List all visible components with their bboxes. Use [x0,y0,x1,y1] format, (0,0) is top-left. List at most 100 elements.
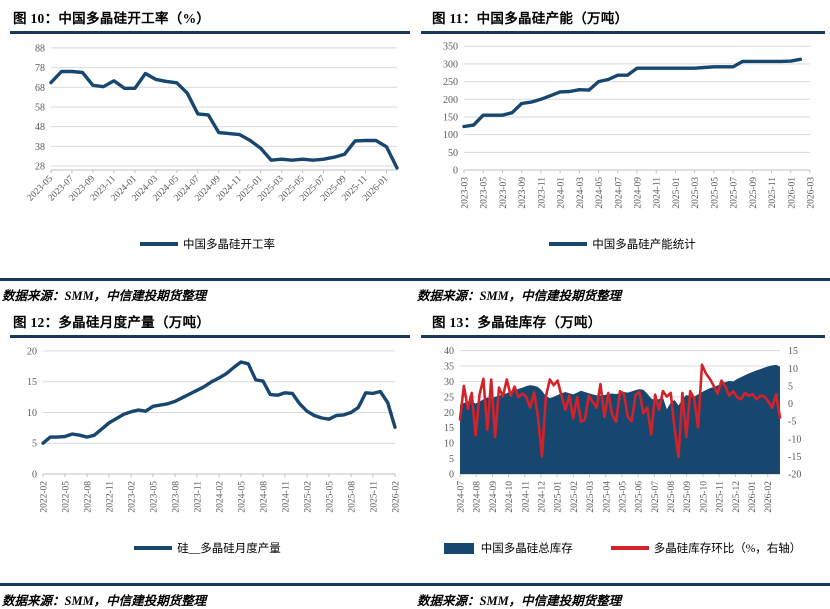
legend-line-swatch [134,546,173,550]
y2-tick-label: -5 [788,417,796,428]
chart-canvas: 0 5 10 15 20 2022-02 2022-05 2022-08 2022-11 2023… [27,346,402,513]
legend-label: 硅__多晶硅月度产量 [177,543,281,555]
y-tick-label: 100 [443,130,458,141]
y-tick-label: 20 [444,408,454,419]
x-tick-label: 2025-07 [651,481,661,513]
y-tick-label: 250 [443,77,458,88]
x-tick-label: 2024-07 [614,177,624,209]
y-tick-label: 15 [444,423,454,434]
x-tick-label: 2022-11 [106,481,116,513]
legend-label: 中国多晶硅开工率 [183,239,275,251]
chart-legend: 中国多晶硅产能统计 [415,236,830,252]
x-tick-label: 2026-01 [748,481,758,513]
figure-title: 图 12：多晶硅月度产量（万吨） [13,315,211,330]
figure-panel-13: 图 13：多晶硅库存（万吨） 0 5 10 15 20 25 30 35 40 -20 -15 -10… [415,304,830,609]
y-tick-label: 15 [27,377,37,388]
x-tick-label: 2025-03 [691,177,701,209]
legend-item: 多晶硅库存环比（%，右轴） [610,540,802,556]
x-tick-label: 2025-10 [699,481,709,513]
y-tick-label: 0 [453,166,458,177]
legend-line-swatch [610,546,649,550]
x-tick-label: 2026-02 [392,481,402,513]
y-tick-label: 35 [444,362,454,373]
x-tick-label: 2023-09 [518,177,528,209]
x-tick-label: 2024-05 [595,177,605,209]
figure-title: 图 10：中国多晶硅开工率（%） [13,11,211,26]
y2-tick-label: 0 [788,399,793,410]
y-tick-label: 88 [35,43,45,54]
title-rule [10,31,410,34]
y-tick-label: 0 [449,470,454,481]
source-note: 数据来源：SMM，中信建投期货整理 [2,289,207,303]
x-tick-label: 2023-08 [172,481,182,513]
x-tick-label: 2024-11 [521,481,531,513]
y-tick-label: 300 [443,59,458,70]
legend-line-swatch [549,242,588,246]
y-tick-label: 20 [27,346,37,357]
y-tick-label: 50 [448,148,458,159]
legend-item: 中国多晶硅产能统计 [549,236,696,252]
y-tick-label: 68 [35,83,45,94]
capacity-line [462,57,803,129]
x-tick-label: 2024-08 [260,481,270,513]
x-tick-label: 2022-08 [84,481,94,513]
x-tick-label: 2025-05 [326,481,336,513]
x-tick-label: 2025-09 [683,481,693,513]
x-tick-label: 2024-10 [505,481,515,513]
x-tick-label: 2025-01 [554,481,564,513]
legend-item: 中国多晶硅总库存 [443,540,573,556]
x-tick-label: 2026-01 [787,177,797,209]
chart-canvas: 0 5 10 15 20 25 30 35 40 -20 -15 -10 -5 0 5 10 15 2024-07… [444,346,801,513]
x-tick-label: 2024-03 [576,177,586,209]
x-tick-label: 2024-07 [457,481,467,513]
y2-tick-label: -10 [788,434,801,445]
x-tick-label: 2025-05 [710,177,720,209]
x-tick-label: 2023-07 [499,177,509,209]
legend-item: 中国多晶硅开工率 [140,236,275,252]
x-tick-label: 2023-11 [537,177,547,209]
operating-rate-chart: 28 38 48 58 68 78 88 2023-05 2023-07 2023-09 2023-… [5,37,415,235]
y-tick-label: 28 [35,162,45,173]
x-tick-label: 2023-05 [480,177,490,209]
figure-panel-11: 图 11：中国多晶硅产能（万吨） 0 50 100 150 200 250 300 350 20… [415,0,830,304]
x-tick-label: 2026-03 [807,177,817,209]
x-tick-label: 2024-05 [238,481,248,513]
y-tick-label: 78 [35,63,45,74]
chart-legend: 中国多晶硅总库存 多晶硅库存环比（%，右轴） [415,540,830,556]
x-tick-label: 2025-02 [570,481,580,513]
monthly-output-chart: 0 5 10 15 20 2022-02 2022-05 2022-08 2022-11 2023… [5,341,415,539]
y-tick-label: 350 [443,42,458,53]
y-tick-label: 150 [443,112,458,123]
x-tick-label: 2025-02 [304,481,314,513]
y-tick-label: 58 [35,102,45,113]
y-tick-label: 40 [444,346,454,357]
x-tick-label: 2024-08 [473,481,483,513]
x-tick-label: 2026-02 [764,481,774,513]
x-tick-label: 2024-09 [489,481,499,513]
source-divider [0,278,415,281]
title-rule [421,31,825,34]
y-tick-label: 200 [443,95,458,106]
inventory-wow-line [458,363,782,459]
legend-label: 中国多晶硅总库存 [480,543,573,555]
x-tick-label: 2025-05 [618,481,628,513]
x-tick-label: 2025-08 [667,481,677,513]
chart-canvas: 283848586878882023-052023-072023-092023-… [26,43,399,204]
x-tick-label: 2025-04 [602,481,612,513]
legend-label: 多晶硅库存环比（%，右轴） [653,543,802,555]
x-tick-label: 2023-03 [461,177,471,209]
y2-tick-label: -15 [788,452,801,463]
x-tick-label: 2022-05 [62,481,72,513]
x-tick-label: 2025-09 [749,177,759,209]
chart-canvas: 0 50 100 150 200 250 300 350 2023-03 2023-05 2023-… [443,42,817,209]
source-divider [0,583,415,586]
x-tick-label: 2022-02 [40,481,50,513]
y-tick-label: 48 [35,122,45,133]
x-tick-label: 2024-01 [557,177,567,209]
x-tick-label: 2025-11 [768,177,778,209]
y2-tick-label: 15 [788,346,798,357]
x-tick-label: 2024-11 [653,177,663,209]
x-tick-label: 2024-09 [634,177,644,209]
legend-area-swatch [443,542,474,554]
